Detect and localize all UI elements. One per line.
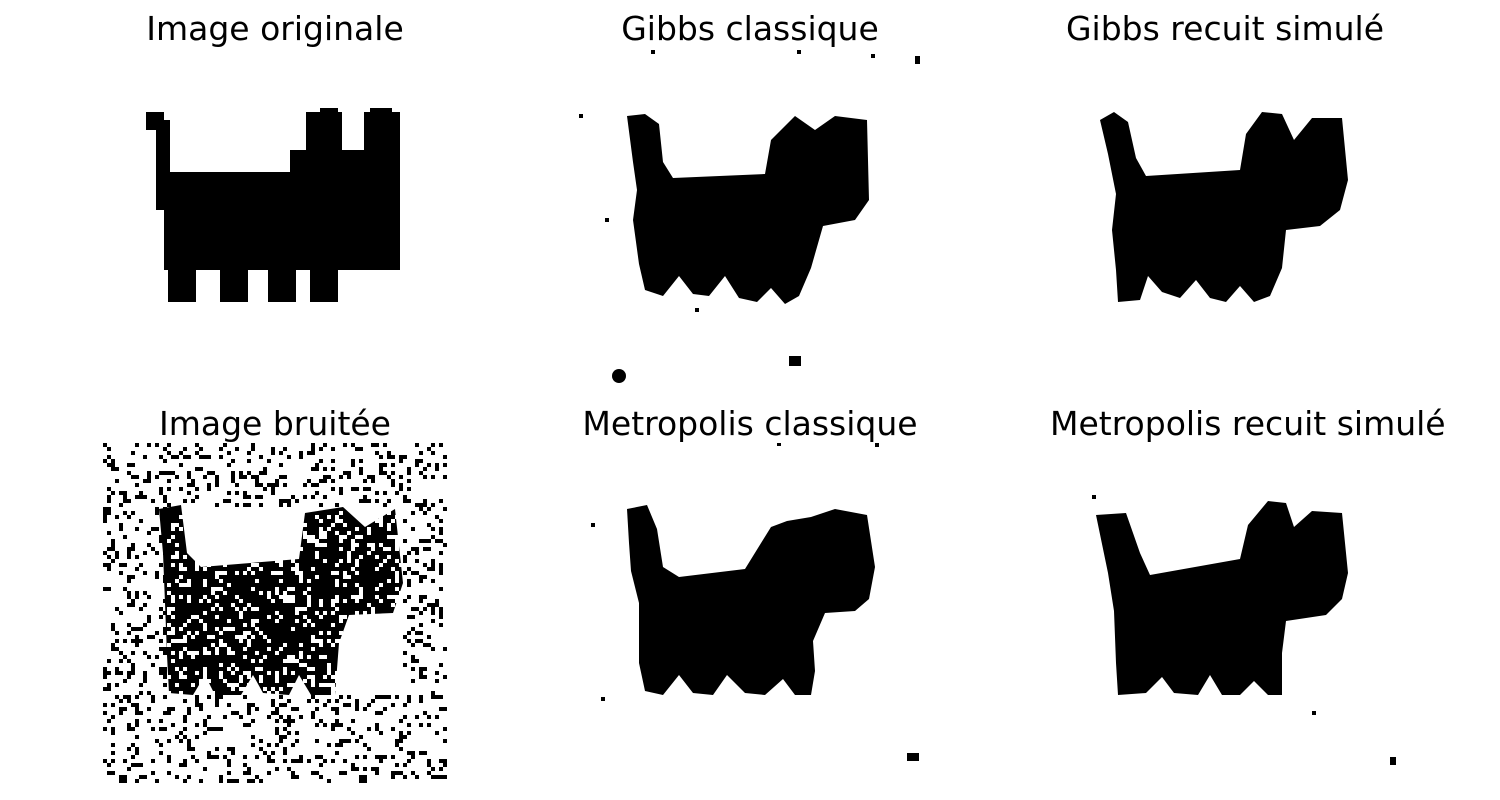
panel-title: Image bruitée xyxy=(159,404,391,443)
noisy-silhouette xyxy=(159,505,403,695)
cat-silhouette xyxy=(146,108,400,302)
panel-title: Metropolis classique xyxy=(582,404,918,443)
panel-title: Gibbs recuit simulé xyxy=(1065,9,1384,48)
panel-metropolis-annealing: Metropolis recuit simulé xyxy=(1050,395,1446,800)
panel-gibbs-annealing: Gibbs recuit simulé xyxy=(1050,0,1400,395)
panel-title: Image originale xyxy=(146,9,404,48)
metropolis-annealing-image xyxy=(1092,495,1396,765)
gibbs-annealing-image xyxy=(1100,112,1348,302)
metropolis-classic-image xyxy=(591,443,919,761)
noisy-image xyxy=(103,443,447,783)
noise-dark-pixels xyxy=(103,443,447,783)
gibbs-classic-image xyxy=(579,50,920,383)
panel-title: Gibbs classique xyxy=(621,9,879,48)
cat-silhouette xyxy=(1100,112,1348,302)
original-image xyxy=(146,108,400,302)
cat-silhouette xyxy=(579,50,920,383)
panel-title: Metropolis recuit simulé xyxy=(1050,404,1446,443)
panel-noisy: Image bruitée xyxy=(100,395,450,800)
noise-light-pixels xyxy=(167,507,403,695)
panel-original: Image originale xyxy=(100,0,450,395)
panel-gibbs-classic: Gibbs classique xyxy=(575,0,925,395)
cat-silhouette xyxy=(591,443,919,761)
panel-metropolis-classic: Metropolis classique xyxy=(575,395,925,800)
cat-silhouette xyxy=(1092,495,1396,765)
